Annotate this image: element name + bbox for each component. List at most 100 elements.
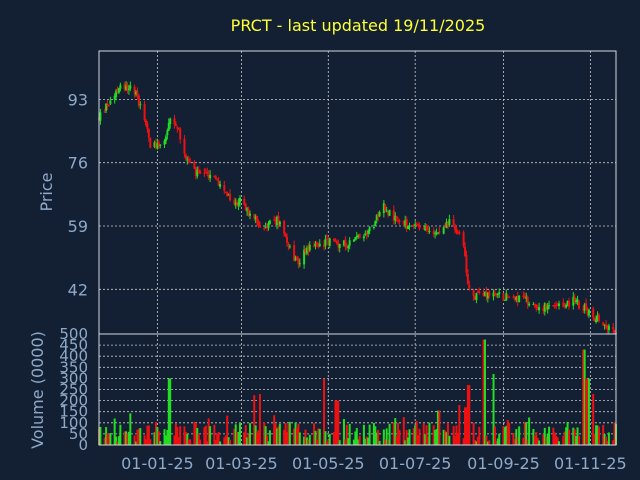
volume-bar <box>533 436 536 445</box>
candle-body <box>513 297 516 300</box>
volume-tick-label: 450 <box>59 336 88 354</box>
candle-body <box>526 296 529 305</box>
volume-bar <box>444 430 447 445</box>
candle-body <box>347 246 350 249</box>
volume-bar <box>197 433 200 445</box>
candle-body <box>327 239 330 246</box>
volume-bar <box>602 424 605 445</box>
candle-body <box>488 291 491 296</box>
candle-body <box>358 233 361 239</box>
candle-body <box>318 243 321 247</box>
volume-bar <box>374 426 377 445</box>
volume-bar <box>159 441 162 445</box>
volume-bar <box>345 424 348 445</box>
volume-tick-label: 100 <box>59 414 88 432</box>
volume-bar <box>435 429 438 445</box>
candle-body <box>465 255 468 273</box>
volume-bar <box>139 428 142 445</box>
volume-bar <box>606 440 609 445</box>
candle-body <box>287 244 290 246</box>
volume-bar <box>328 433 331 445</box>
volume-bar <box>545 436 548 445</box>
candle-body <box>577 301 580 309</box>
candle-body <box>233 199 236 204</box>
candle-body <box>435 232 438 234</box>
candle-body <box>276 216 279 225</box>
volume-bar <box>375 432 378 445</box>
candle-body <box>184 154 187 159</box>
volume-bar <box>536 437 539 445</box>
volume-bar <box>436 410 439 445</box>
candle-body <box>133 86 136 94</box>
candle-body <box>204 171 207 173</box>
volume-bar <box>472 422 475 445</box>
volume-bar <box>392 422 395 445</box>
volume-bar <box>237 431 240 445</box>
volume-bar <box>233 428 236 445</box>
volume-bar <box>294 422 297 445</box>
volume-bar <box>445 432 448 445</box>
candle-body <box>476 292 479 294</box>
volume-bar <box>448 435 451 445</box>
candle-body <box>345 245 348 248</box>
candle-body <box>395 216 398 220</box>
volume-bar <box>189 439 192 445</box>
candle-body <box>568 301 570 307</box>
candle-body <box>147 128 150 138</box>
candle-body <box>136 91 139 95</box>
candle-body <box>558 303 561 306</box>
candle-body <box>542 308 545 311</box>
volume-bar <box>397 422 400 445</box>
volume-bar <box>523 422 526 445</box>
volume-bar <box>256 432 259 445</box>
volume-bar <box>464 407 467 445</box>
candle-body <box>183 138 186 154</box>
volume-bar <box>203 427 206 445</box>
volume-bar <box>186 434 189 445</box>
volume-bar <box>179 426 182 445</box>
candle-body <box>123 84 126 90</box>
volume-bar <box>173 435 176 445</box>
volume-bar <box>133 435 136 445</box>
candle-body <box>335 241 338 244</box>
candle-body <box>508 296 511 298</box>
volume-bar <box>593 433 596 445</box>
candle-body <box>266 226 269 228</box>
candle-body <box>412 224 415 227</box>
candle-body <box>354 236 357 241</box>
candle-body <box>603 324 606 326</box>
candle-body <box>186 159 189 161</box>
volume-bar <box>287 423 290 445</box>
price-panel-frame <box>98 50 617 335</box>
volume-bar <box>145 439 147 445</box>
volume-bar <box>414 425 417 445</box>
volume-bar <box>199 439 202 445</box>
candle-body <box>592 308 595 318</box>
volume-bar <box>219 441 222 445</box>
volume-bar <box>315 440 318 445</box>
candle-body <box>546 306 549 310</box>
price-candles <box>98 81 617 338</box>
volume-bars <box>98 339 617 445</box>
candle-body <box>328 238 331 246</box>
candle-body <box>505 293 508 301</box>
volume-bar <box>385 428 388 445</box>
volume-bar <box>438 410 441 445</box>
candle-body <box>274 219 277 225</box>
volume-bar <box>156 427 159 445</box>
candle-body <box>367 230 370 234</box>
volume-bar <box>535 432 538 445</box>
volume-bar <box>115 436 118 445</box>
candle-body <box>444 226 447 228</box>
volume-bar <box>334 400 337 445</box>
candle-body <box>482 292 485 296</box>
volume-bar <box>382 429 385 445</box>
volume-bar <box>512 433 515 445</box>
volume-bar <box>495 441 498 445</box>
candle-body <box>503 299 506 301</box>
candle-body <box>468 284 471 289</box>
candle-body <box>496 293 499 295</box>
volume-axis-label: Volume (0000) <box>28 331 47 449</box>
volume-bar <box>348 423 351 445</box>
volume-bar <box>613 422 616 445</box>
